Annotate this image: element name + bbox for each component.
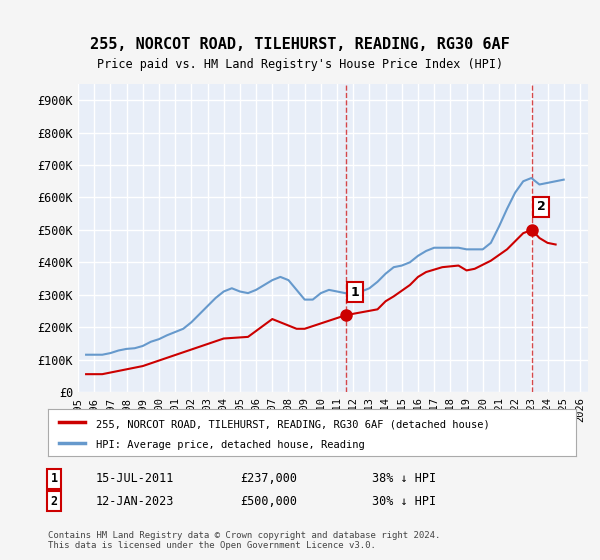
Text: 15-JUL-2011: 15-JUL-2011 [96, 472, 175, 486]
Text: Contains HM Land Registry data © Crown copyright and database right 2024.
This d: Contains HM Land Registry data © Crown c… [48, 531, 440, 550]
Text: Price paid vs. HM Land Registry's House Price Index (HPI): Price paid vs. HM Land Registry's House … [97, 58, 503, 71]
Text: 2: 2 [537, 200, 545, 213]
Text: 1: 1 [50, 472, 58, 486]
Text: 255, NORCOT ROAD, TILEHURST, READING, RG30 6AF (detached house): 255, NORCOT ROAD, TILEHURST, READING, RG… [95, 419, 489, 429]
Text: £500,000: £500,000 [240, 494, 297, 508]
Text: 2: 2 [50, 494, 58, 508]
Text: 38% ↓ HPI: 38% ↓ HPI [372, 472, 436, 486]
Text: £237,000: £237,000 [240, 472, 297, 486]
Text: 1: 1 [350, 286, 359, 298]
Text: 30% ↓ HPI: 30% ↓ HPI [372, 494, 436, 508]
Text: 12-JAN-2023: 12-JAN-2023 [96, 494, 175, 508]
Text: 255, NORCOT ROAD, TILEHURST, READING, RG30 6AF: 255, NORCOT ROAD, TILEHURST, READING, RG… [90, 38, 510, 52]
Text: HPI: Average price, detached house, Reading: HPI: Average price, detached house, Read… [95, 440, 364, 450]
